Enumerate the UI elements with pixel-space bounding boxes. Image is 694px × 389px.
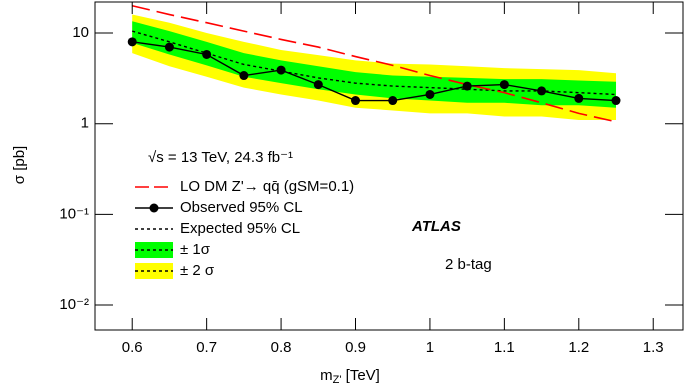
- marker: [164, 42, 174, 52]
- x-tick-label: 1: [426, 339, 434, 356]
- x-axis-label: mZ' [TeV]: [320, 367, 380, 386]
- legend-marker: [149, 203, 159, 213]
- energy-annotation: √s = 13 TeV, 24.3 fb⁻¹: [148, 149, 293, 166]
- y-axis-label: σ [pb]: [11, 146, 28, 184]
- marker: [537, 86, 547, 96]
- line: [132, 30, 617, 96]
- plot-area: [127, 4, 621, 123]
- frame: [94, 1, 684, 331]
- marker: [574, 93, 584, 103]
- x-tick-label: 1.1: [494, 339, 515, 356]
- marker: [611, 96, 621, 106]
- line: [132, 41, 617, 102]
- marker: [202, 49, 212, 59]
- band: [132, 21, 617, 108]
- line: [132, 4, 617, 123]
- y-tick-label: 10⁻²: [59, 296, 89, 313]
- y-tick-label: 10: [72, 24, 89, 41]
- marker: [276, 65, 286, 75]
- x-tick-label: 1.3: [643, 339, 664, 356]
- x-tick-label: 0.9: [345, 339, 366, 356]
- x-tick-label: 0.7: [196, 339, 217, 356]
- marker: [127, 37, 137, 47]
- legend-label: LO DM Z'→ qq̄ (gSM=0.1): [180, 178, 354, 195]
- x-tick-label: 1.2: [568, 339, 589, 356]
- legend-label: ± 2 σ: [180, 262, 215, 279]
- marker: [388, 96, 398, 106]
- marker: [425, 89, 435, 99]
- marker: [462, 81, 472, 91]
- y-tick-label: 10⁻¹: [59, 205, 89, 222]
- marker: [313, 80, 323, 90]
- legend-label: ± 1σ: [180, 241, 211, 258]
- x-tick-label: 0.8: [271, 339, 292, 356]
- marker: [499, 80, 509, 90]
- x-tick-label: 0.6: [122, 339, 143, 356]
- legend-label: Expected 95% CL: [180, 220, 300, 237]
- y-tick-label: 1: [81, 115, 89, 132]
- marker: [351, 96, 361, 106]
- selection-label: 2 b-tag: [445, 256, 492, 273]
- legend-label: Observed 95% CL: [180, 199, 303, 216]
- marker: [239, 71, 249, 81]
- atlas-label: ATLAS: [411, 218, 461, 235]
